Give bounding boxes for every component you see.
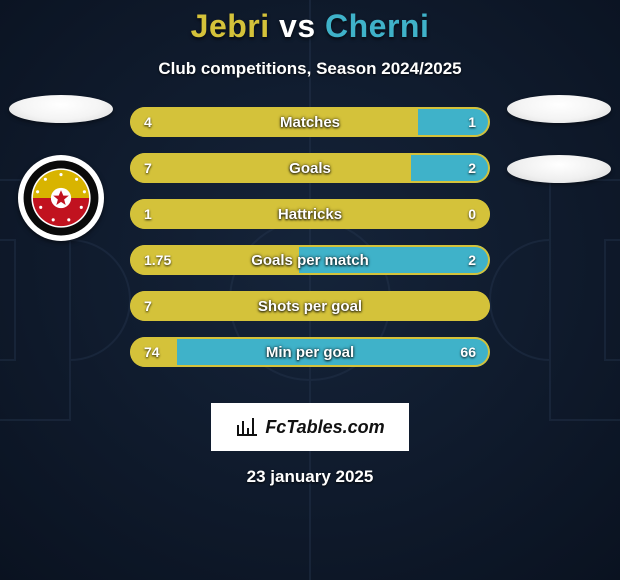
player1-name: Jebri [191,8,270,44]
stat-fill-right [177,337,490,367]
stats-arena: Matches41 Goals72 Hattricks10 Goals per mat… [0,107,620,397]
player2-name: Cherni [325,8,429,44]
stat-row: Matches41 [130,107,490,137]
stat-bars-container: Matches41 Goals72 Hattricks10 Goals per mat… [130,107,490,383]
brand-icon [235,415,259,439]
stat-fill-left [130,245,299,275]
stat-fill-left [130,199,490,229]
stat-row: Goals72 [130,153,490,183]
stat-fill-left [130,107,418,137]
player1-avatar-placeholder [9,95,113,123]
player1-club-badge [18,155,104,241]
comparison-title: Jebri vs Cherni [0,0,620,45]
brand-text: FcTables.com [265,417,384,438]
stat-fill-left [130,337,177,367]
stat-row: Goals per match1.752 [130,245,490,275]
vs-label: vs [279,8,316,44]
stat-fill-left [130,153,411,183]
brand-badge: FcTables.com [211,403,409,451]
stat-fill-left [130,291,490,321]
stat-fill-right [418,107,490,137]
stat-fill-right [411,153,490,183]
player2-avatar-placeholder [507,95,611,123]
stat-row: Min per goal7466 [130,337,490,367]
stat-fill-right [299,245,490,275]
stat-row: Shots per goal7 [130,291,490,321]
left-side-column [6,95,116,241]
date-label: 23 january 2025 [0,467,620,487]
player2-club-placeholder [507,155,611,183]
stat-row: Hattricks10 [130,199,490,229]
subtitle: Club competitions, Season 2024/2025 [0,59,620,79]
right-side-column [504,95,614,183]
